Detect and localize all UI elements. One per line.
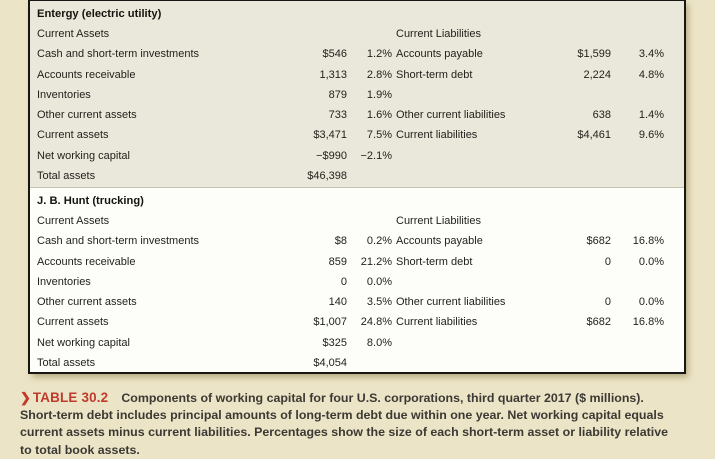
company-name: J. B. Hunt (trucking) [37, 194, 144, 207]
asset-label: Cash and short-term investments [37, 235, 200, 248]
asset-pct: 0.2% [366, 235, 392, 248]
asset-label: Other current assets [37, 109, 137, 122]
liability-label: Current liabilities [396, 129, 478, 142]
liability-value: 0 [604, 255, 611, 268]
liability-pct: 1.4% [638, 109, 664, 122]
liability-value: 2,224 [583, 68, 611, 81]
liability-label: Short-term debt [396, 68, 473, 81]
liability-pct: 16.8% [632, 235, 664, 248]
asset-pct: 1.9% [366, 88, 392, 101]
liability-pct: 0.0% [638, 255, 664, 268]
asset-label: Current assets [37, 316, 109, 329]
caption-line-3: current assets minus current liabilities… [20, 425, 668, 440]
asset-pct: 24.8% [360, 316, 392, 329]
liability-value: 638 [592, 109, 611, 122]
asset-pct: 21.2% [360, 255, 392, 268]
asset-label: Inventories [37, 88, 91, 101]
caption-arrow-icon: ❯ [20, 390, 31, 405]
asset-label: Accounts receivable [37, 68, 136, 81]
asset-label: Cash and short-term investments [37, 48, 200, 61]
asset-label: Other current assets [37, 296, 137, 309]
column-header-row: Current Assets Current Liabilities [30, 24, 684, 44]
table-row: Accounts receivable 859 21.2% Short-term… [30, 251, 684, 271]
entergy-section: Entergy (electric utility) Current Asset… [30, 1, 684, 187]
table-row: Other current assets 140 3.5% Other curr… [30, 292, 684, 312]
liability-pct: 4.8% [638, 68, 664, 81]
liability-value: 0 [604, 296, 611, 309]
table-row: Cash and short-term investments $8 0.2% … [30, 231, 684, 251]
asset-label: Total assets [37, 357, 96, 370]
caption-line-4: to total book assets. [20, 442, 140, 457]
column-header-row: Current Assets Current Liabilities [30, 211, 684, 231]
liability-pct: 0.0% [638, 296, 664, 309]
table-row: Cash and short-term investments $546 1.2… [30, 44, 684, 64]
asset-pct: 1.6% [366, 109, 392, 122]
asset-value: $46,398 [307, 170, 347, 183]
table-row: Accounts receivable 1,313 2.8% Short-ter… [30, 64, 684, 84]
caption-line-2: Short-term debt includes principal amoun… [20, 408, 664, 423]
asset-value: 859 [328, 255, 347, 268]
asset-value: $3,471 [313, 129, 347, 142]
asset-pct: 8.0% [366, 336, 392, 349]
asset-pct: 7.5% [366, 129, 392, 142]
caption-table-number: TABLE 30.2 [32, 390, 109, 405]
table-row: Current assets $1,007 24.8% Current liab… [30, 312, 684, 332]
liability-label: Current liabilities [396, 316, 478, 329]
table-caption: ❯ TABLE 30.2 Components of working capital… [20, 389, 712, 459]
table-row: Inventories 879 1.9% [30, 85, 684, 105]
assets-header: Current Assets [37, 27, 110, 40]
liability-pct: 3.4% [638, 48, 664, 61]
liability-label: Other current liabilities [396, 109, 506, 122]
asset-pct: 3.5% [366, 296, 392, 309]
working-capital-table: Entergy (electric utility) Current Asset… [28, 0, 686, 374]
asset-value: $325 [322, 336, 347, 349]
asset-value: $546 [322, 48, 347, 61]
asset-value: 140 [328, 296, 347, 309]
table-row: Net working capital $325 8.0% [30, 333, 684, 353]
caption-line-1: ❯ TABLE 30.2 Components of working capital… [20, 389, 712, 407]
asset-label: Current assets [37, 129, 109, 142]
liability-pct: 16.8% [632, 316, 664, 329]
liability-label: Accounts payable [396, 48, 483, 61]
liability-value: $682 [586, 316, 611, 329]
table-row: Other current assets 733 1.6% Other curr… [30, 105, 684, 125]
table-row: Total assets $46,398 [30, 166, 684, 186]
liability-label: Other current liabilities [396, 296, 506, 309]
asset-label: Net working capital [37, 149, 130, 162]
asset-value: 0 [340, 275, 347, 288]
liability-pct: 9.6% [638, 129, 664, 142]
liability-value: $4,461 [577, 129, 611, 142]
asset-label: Inventories [37, 275, 91, 288]
company-name-row: J. B. Hunt (trucking) [30, 191, 684, 211]
table-row: Inventories 0 0.0% [30, 272, 684, 292]
liability-label: Accounts payable [396, 235, 483, 248]
asset-value: 879 [328, 88, 347, 101]
asset-label: Total assets [37, 170, 96, 183]
jb-hunt-section: J. B. Hunt (trucking) Current Assets Cur… [30, 187, 684, 372]
asset-pct: 2.8% [366, 68, 392, 81]
asset-label: Net working capital [37, 336, 130, 349]
asset-value: $8 [334, 235, 347, 248]
asset-label: Accounts receivable [37, 255, 136, 268]
asset-value: $1,007 [313, 316, 347, 329]
liability-label: Short-term debt [396, 255, 473, 268]
assets-header: Current Assets [37, 214, 110, 227]
liabilities-header: Current Liabilities [396, 27, 481, 40]
table-row: Total assets $4,054 [30, 353, 684, 372]
liability-value: $682 [586, 235, 611, 248]
asset-pct: −2.1% [360, 149, 393, 162]
table-row: Net working capital −$990 −2.1% [30, 146, 684, 166]
asset-value: 733 [328, 109, 347, 122]
asset-value: $4,054 [313, 357, 347, 370]
caption-text: Components of working capital for four U… [121, 391, 644, 405]
company-name: Entergy (electric utility) [37, 7, 162, 20]
asset-pct: 1.2% [366, 48, 392, 61]
asset-pct: 0.0% [366, 275, 392, 288]
asset-value: 1,313 [319, 68, 347, 81]
company-name-row: Entergy (electric utility) [30, 4, 684, 24]
asset-value: −$990 [316, 149, 347, 162]
liability-value: $1,599 [577, 48, 611, 61]
table-row: Current assets $3,471 7.5% Current liabi… [30, 125, 684, 145]
liabilities-header: Current Liabilities [396, 214, 481, 227]
